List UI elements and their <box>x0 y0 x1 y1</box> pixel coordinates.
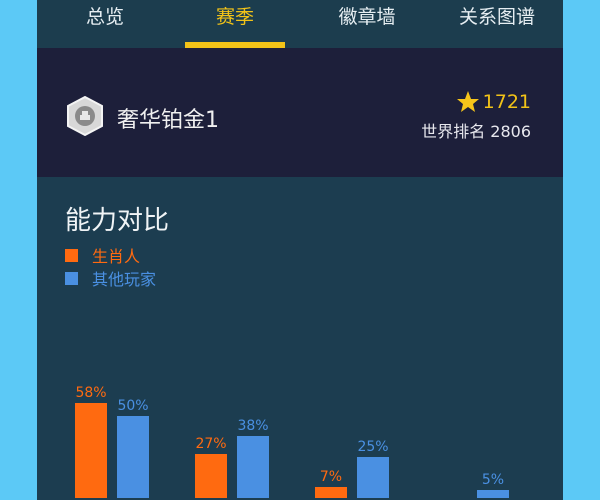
star-icon <box>456 91 479 112</box>
bar-label: 25% <box>357 439 389 455</box>
rank-header: 奢华铂金1 1721 世界排名 2806 <box>37 48 563 177</box>
bar-label: 38% <box>237 417 269 434</box>
bar-self-0 <box>75 402 107 498</box>
bar-label: 50% <box>117 398 149 414</box>
chart-title: 能力对比 <box>65 206 170 236</box>
tab-badges[interactable]: 徽章墙 <box>338 6 396 28</box>
bar-self-1 <box>195 453 227 498</box>
tab-overview[interactable]: 总览 <box>85 6 124 28</box>
bar-others-3 <box>477 489 509 498</box>
rank-badge-icon <box>67 96 103 136</box>
tab-season[interactable]: 赛季 <box>215 6 254 28</box>
bar-label: 5% <box>481 471 505 488</box>
tab-bar: 总览 赛季 徽章墙 关系图谱 <box>37 0 563 48</box>
score: 1721 <box>456 90 531 114</box>
bar-label: 7% <box>319 468 343 485</box>
bar-label: 58% <box>75 384 107 401</box>
tab-relations[interactable]: 关系图谱 <box>458 6 535 28</box>
active-tab-indicator <box>185 42 285 48</box>
bar-others-1 <box>237 435 269 498</box>
bar-self-2 <box>315 486 347 498</box>
legend-label: 生肖人 <box>92 247 141 266</box>
world-rank: 世界排名 2806 <box>421 122 531 141</box>
legend-item-self: 生肖人 <box>65 243 140 267</box>
season-panel: 总览 赛季 徽章墙 关系图谱 奢华铂金1 1721 世界排名 2806 能力对比… <box>37 0 563 500</box>
bar-others-2 <box>357 457 389 498</box>
bar-label: 27% <box>195 435 227 452</box>
bar-others-0 <box>117 416 149 498</box>
legend-swatch <box>65 248 78 262</box>
rank-name: 奢华铂金1 <box>117 108 219 133</box>
score-value: 1721 <box>482 91 531 113</box>
legend-swatch <box>65 271 78 285</box>
legend-label: 其他玩家 <box>92 270 157 289</box>
legend-item-others: 其他玩家 <box>65 266 156 290</box>
